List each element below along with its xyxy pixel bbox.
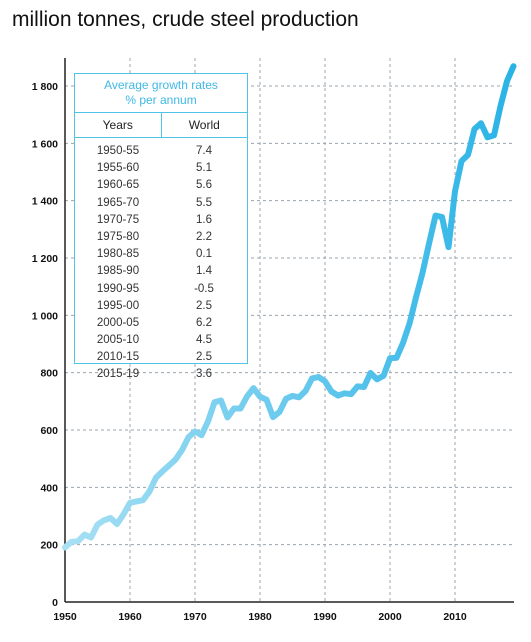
growth-row-years: 1960-65 bbox=[96, 179, 140, 192]
tick-labels: 0 200 400 600 800 1 000 1 200 1 400 1 600 1 800 19… bbox=[32, 81, 467, 623]
growth-row-world: 5.5 bbox=[196, 196, 212, 209]
growth-table-title: Average growth rates bbox=[104, 78, 218, 92]
y-tick-label: 600 bbox=[40, 425, 58, 437]
growth-row-years: 1955-60 bbox=[96, 162, 140, 175]
x-tick-label: 1980 bbox=[248, 611, 272, 623]
y-tick-label: 1 800 bbox=[32, 81, 58, 93]
y-tick-label: 1 400 bbox=[32, 196, 58, 208]
growth-row-years: 2010-15 bbox=[96, 351, 140, 364]
x-tick-label: 2010 bbox=[443, 611, 467, 623]
growth-table-row: 2005-10 4.5 bbox=[75, 332, 247, 349]
growth-row-years: 2005-10 bbox=[96, 334, 140, 347]
growth-row-world: 2.2 bbox=[196, 230, 212, 243]
growth-table-row: 2015-19 3.6 bbox=[75, 366, 247, 383]
growth-row-years: 1975-80 bbox=[96, 230, 140, 243]
growth-row-world: 2.5 bbox=[196, 299, 212, 312]
growth-row-years: 1985-90 bbox=[96, 265, 140, 278]
growth-table-row: 1975-80 2.2 bbox=[75, 229, 247, 246]
growth-table-row: 1985-90 1.4 bbox=[75, 263, 247, 280]
y-tick-label: 1 200 bbox=[32, 253, 58, 265]
y-tick-label: 1 600 bbox=[32, 138, 58, 150]
growth-row-years: 1970-75 bbox=[96, 213, 140, 226]
growth-row-years: 1980-85 bbox=[96, 248, 140, 261]
y-tick-label: 0 bbox=[52, 597, 58, 609]
y-tick-label: 400 bbox=[40, 482, 58, 494]
growth-table-subtitle: % per annum bbox=[125, 93, 197, 107]
growth-table-row: 1970-75 1.6 bbox=[75, 212, 247, 229]
growth-row-world: 7.4 bbox=[196, 145, 212, 157]
growth-table-row: 1955-60 5.1 bbox=[75, 160, 247, 177]
growth-rates-table: Average growth rates % per annum Years W… bbox=[74, 73, 248, 380]
growth-row-world: -0.5 bbox=[194, 282, 214, 295]
chart-title: million tonnes, crude steel production bbox=[12, 8, 359, 31]
series-line-world-steel bbox=[62, 63, 517, 551]
growth-table-columns: Years World bbox=[75, 112, 247, 138]
growth-row-world: 3.6 bbox=[196, 368, 212, 381]
growth-row-years: 1995-00 bbox=[96, 299, 140, 312]
growth-table-row: 2010-15 2.5 bbox=[75, 349, 247, 366]
x-tick-label: 1950 bbox=[53, 611, 77, 623]
growth-row-years: 1950-55 bbox=[96, 145, 140, 157]
x-tick-label: 2000 bbox=[378, 611, 402, 623]
growth-table-row: 1965-70 5.5 bbox=[75, 195, 247, 212]
axes bbox=[64, 58, 514, 603]
growth-table-row: 1960-65 5.6 bbox=[75, 177, 247, 194]
growth-row-years: 1965-70 bbox=[96, 196, 140, 209]
growth-row-world: 4.5 bbox=[196, 334, 212, 347]
growth-row-world: 1.6 bbox=[196, 213, 212, 226]
column-header-years: Years bbox=[75, 113, 162, 137]
growth-row-world: 1.4 bbox=[196, 265, 212, 278]
growth-row-world: 6.2 bbox=[196, 316, 212, 329]
growth-row-world: 2.5 bbox=[196, 351, 212, 364]
growth-table-row: 1980-85 0.1 bbox=[75, 246, 247, 263]
column-header-world: World bbox=[188, 118, 220, 132]
y-tick-label: 800 bbox=[40, 368, 58, 380]
growth-table-header: Average growth rates % per annum bbox=[75, 74, 247, 112]
growth-row-years: 2000-05 bbox=[96, 316, 140, 329]
x-tick-label: 1970 bbox=[183, 611, 207, 623]
growth-row-years: 1990-95 bbox=[96, 282, 140, 295]
y-tick-label: 200 bbox=[40, 540, 58, 552]
y-tick-label: 1 000 bbox=[32, 310, 58, 322]
growth-row-world: 0.1 bbox=[196, 248, 212, 261]
growth-table-row: 1995-00 2.5 bbox=[75, 298, 247, 315]
growth-table-row: 1990-95 -0.5 bbox=[75, 281, 247, 298]
growth-table-row: 2000-05 6.2 bbox=[75, 315, 247, 332]
growth-table-row: 1950-55 7.4 bbox=[75, 143, 247, 160]
growth-row-years: 2015-19 bbox=[96, 368, 140, 381]
growth-row-world: 5.6 bbox=[196, 179, 212, 192]
growth-table-body: 1950-55 7.4 1955-60 5.1 1960-65 5.6 1965-70 5.5… bbox=[75, 138, 247, 384]
growth-row-world: 5.1 bbox=[196, 162, 212, 175]
x-tick-label: 1960 bbox=[118, 611, 142, 623]
x-tick-label: 1990 bbox=[313, 611, 337, 623]
